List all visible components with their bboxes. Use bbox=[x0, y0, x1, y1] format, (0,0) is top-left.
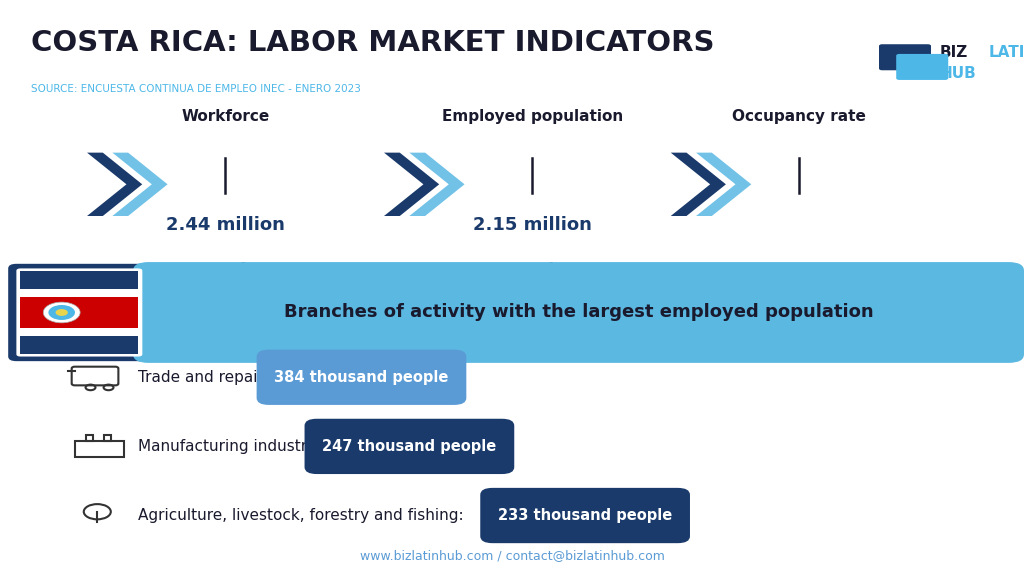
Text: HUB: HUB bbox=[939, 66, 976, 81]
Text: 384 thousand people: 384 thousand people bbox=[274, 370, 449, 385]
Text: 2.44 million: 2.44 million bbox=[166, 216, 285, 234]
Bar bbox=[20, 328, 138, 336]
Text: LATIN: LATIN bbox=[988, 45, 1024, 60]
Text: Branches of activity with the largest employed population: Branches of activity with the largest em… bbox=[284, 304, 873, 321]
Circle shape bbox=[43, 302, 80, 323]
FancyBboxPatch shape bbox=[16, 268, 142, 357]
Text: Agriculture, livestock, forestry and fishing:: Agriculture, livestock, forestry and fis… bbox=[138, 508, 464, 523]
Bar bbox=[20, 289, 138, 297]
FancyBboxPatch shape bbox=[480, 488, 690, 543]
Bar bbox=[20, 336, 138, 354]
Circle shape bbox=[55, 309, 68, 316]
Polygon shape bbox=[113, 153, 168, 216]
Bar bbox=[104, 435, 111, 441]
Text: COSTA RICA: LABOR MARKET INDICATORS: COSTA RICA: LABOR MARKET INDICATORS bbox=[31, 29, 714, 57]
Text: 52,2 %: 52,2 % bbox=[724, 271, 873, 309]
Bar bbox=[20, 271, 138, 289]
Bar bbox=[20, 297, 138, 328]
Bar bbox=[75, 441, 124, 457]
FancyBboxPatch shape bbox=[257, 350, 466, 405]
Text: Manufacturing industry:: Manufacturing industry: bbox=[138, 439, 321, 454]
Text: 233 thousand people: 233 thousand people bbox=[498, 508, 672, 523]
Text: www.bizlatinhub.com / contact@bizlatinhub.com: www.bizlatinhub.com / contact@bizlatinhu… bbox=[359, 548, 665, 562]
Polygon shape bbox=[671, 153, 726, 216]
Text: 247 thousand people: 247 thousand people bbox=[323, 439, 497, 454]
Text: Trade and repair:: Trade and repair: bbox=[138, 370, 269, 385]
Polygon shape bbox=[87, 153, 142, 216]
Text: SOURCE: ENCUESTA CONTINUA DE EMPLEO INEC - ENERO 2023: SOURCE: ENCUESTA CONTINUA DE EMPLEO INEC… bbox=[31, 84, 360, 93]
FancyBboxPatch shape bbox=[896, 54, 948, 80]
FancyBboxPatch shape bbox=[879, 44, 931, 70]
Text: Occupancy rate: Occupancy rate bbox=[732, 109, 865, 124]
Bar bbox=[86, 435, 93, 441]
FancyBboxPatch shape bbox=[304, 419, 514, 474]
Polygon shape bbox=[696, 153, 752, 216]
Polygon shape bbox=[410, 153, 465, 216]
Text: BIZ: BIZ bbox=[939, 45, 968, 60]
Text: people: people bbox=[498, 262, 567, 280]
Text: Workforce: Workforce bbox=[181, 109, 269, 124]
FancyBboxPatch shape bbox=[133, 262, 1024, 363]
Text: 2.15 million: 2.15 million bbox=[473, 216, 592, 234]
Text: Employed population: Employed population bbox=[441, 109, 624, 124]
Polygon shape bbox=[384, 153, 439, 216]
FancyBboxPatch shape bbox=[8, 264, 151, 361]
Text: people: people bbox=[190, 262, 260, 280]
Circle shape bbox=[48, 305, 75, 320]
